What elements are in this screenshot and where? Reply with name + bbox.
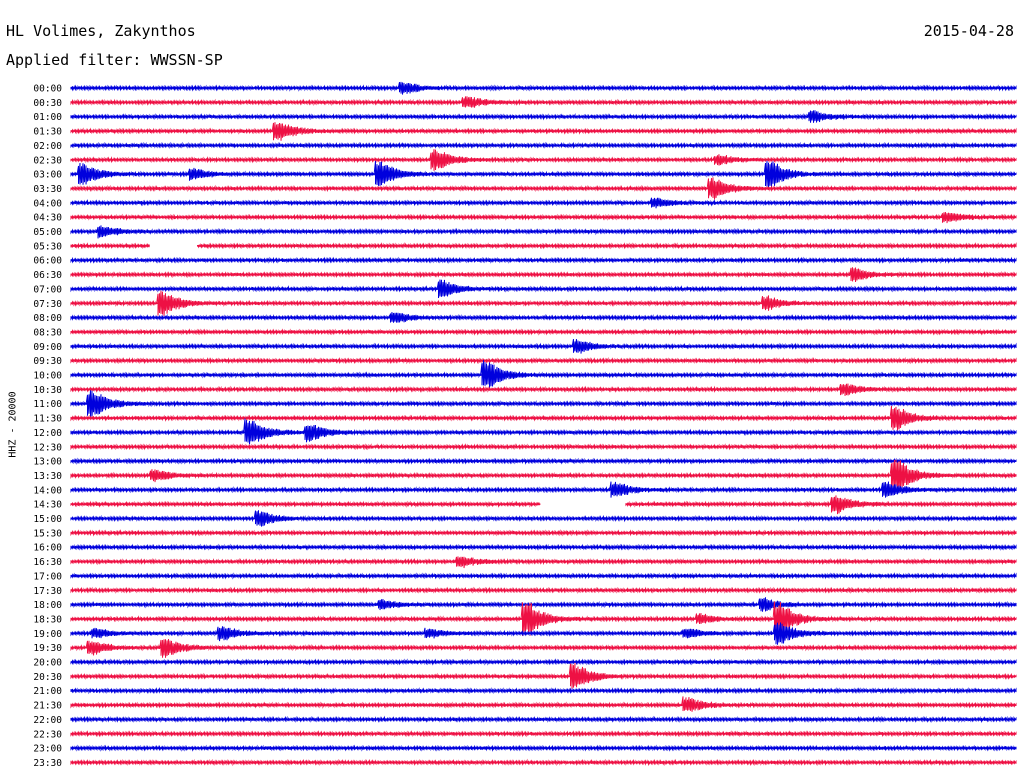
row-time-label: 07:30 (33, 299, 62, 310)
row-time-label: 22:00 (33, 715, 62, 726)
row-time-label: 04:00 (33, 198, 62, 209)
row-time-label: 22:30 (33, 729, 62, 740)
row-time-label: 16:00 (33, 543, 62, 554)
row-time-label: 13:00 (33, 457, 62, 468)
row-time-label: 01:00 (33, 112, 62, 123)
row-time-label: 18:30 (33, 614, 62, 625)
row-time-label: 14:30 (33, 500, 62, 511)
row-time-label: 05:00 (33, 227, 62, 238)
row-time-label: 04:30 (33, 213, 62, 224)
row-time-label: 17:00 (33, 571, 62, 582)
row-time-label: 09:30 (33, 356, 62, 367)
row-time-label: 14:00 (33, 485, 62, 496)
row-time-label: 10:00 (33, 371, 62, 382)
row-time-label: 11:30 (33, 414, 62, 425)
trace-line (70, 696, 1017, 712)
row-time-label: 09:00 (33, 342, 62, 353)
row-time-label: 01:30 (33, 127, 62, 138)
filter-label: Applied filter: WWSSN-SP (6, 51, 223, 69)
row-time-label: 21:30 (33, 701, 62, 712)
row-time-label: 18:00 (33, 600, 62, 611)
row-time-label: 13:30 (33, 471, 62, 482)
trace-line (70, 418, 1017, 445)
row-time-label: 03:30 (33, 184, 62, 195)
row-time-label: 08:00 (33, 313, 62, 324)
row-time-label: 08:30 (33, 327, 62, 338)
row-time-label: 23:30 (33, 758, 62, 769)
row-time-label: 02:00 (33, 141, 62, 152)
station-title: HL Volimes, Zakynthos (6, 22, 196, 40)
row-time-label: 15:30 (33, 528, 62, 539)
row-time-label: 00:00 (33, 84, 62, 95)
row-time-label: 07:00 (33, 284, 62, 295)
row-time-label: 06:00 (33, 256, 62, 267)
row-time-label: 20:30 (33, 672, 62, 683)
row-time-label: 05:30 (33, 241, 62, 252)
row-time-label: 10:30 (33, 385, 62, 396)
date-label: 2015-04-28 (923, 22, 1014, 40)
row-time-label: 20:00 (33, 658, 62, 669)
row-time-label: 19:30 (33, 643, 62, 654)
row-time-label: 03:00 (33, 170, 62, 181)
row-time-label: 17:30 (33, 586, 62, 597)
row-time-label: 12:00 (33, 428, 62, 439)
row-time-label: 06:30 (33, 270, 62, 281)
row-time-label: 15:00 (33, 514, 62, 525)
row-time-label: 21:00 (33, 686, 62, 697)
row-time-label: 19:00 (33, 629, 62, 640)
row-time-label: 12:30 (33, 442, 62, 453)
row-time-label: 00:30 (33, 98, 62, 109)
row-time-label: 16:30 (33, 557, 62, 568)
row-time-label: 02:30 (33, 155, 62, 166)
row-time-label: 23:00 (33, 744, 62, 755)
row-time-label: 11:00 (33, 399, 62, 410)
